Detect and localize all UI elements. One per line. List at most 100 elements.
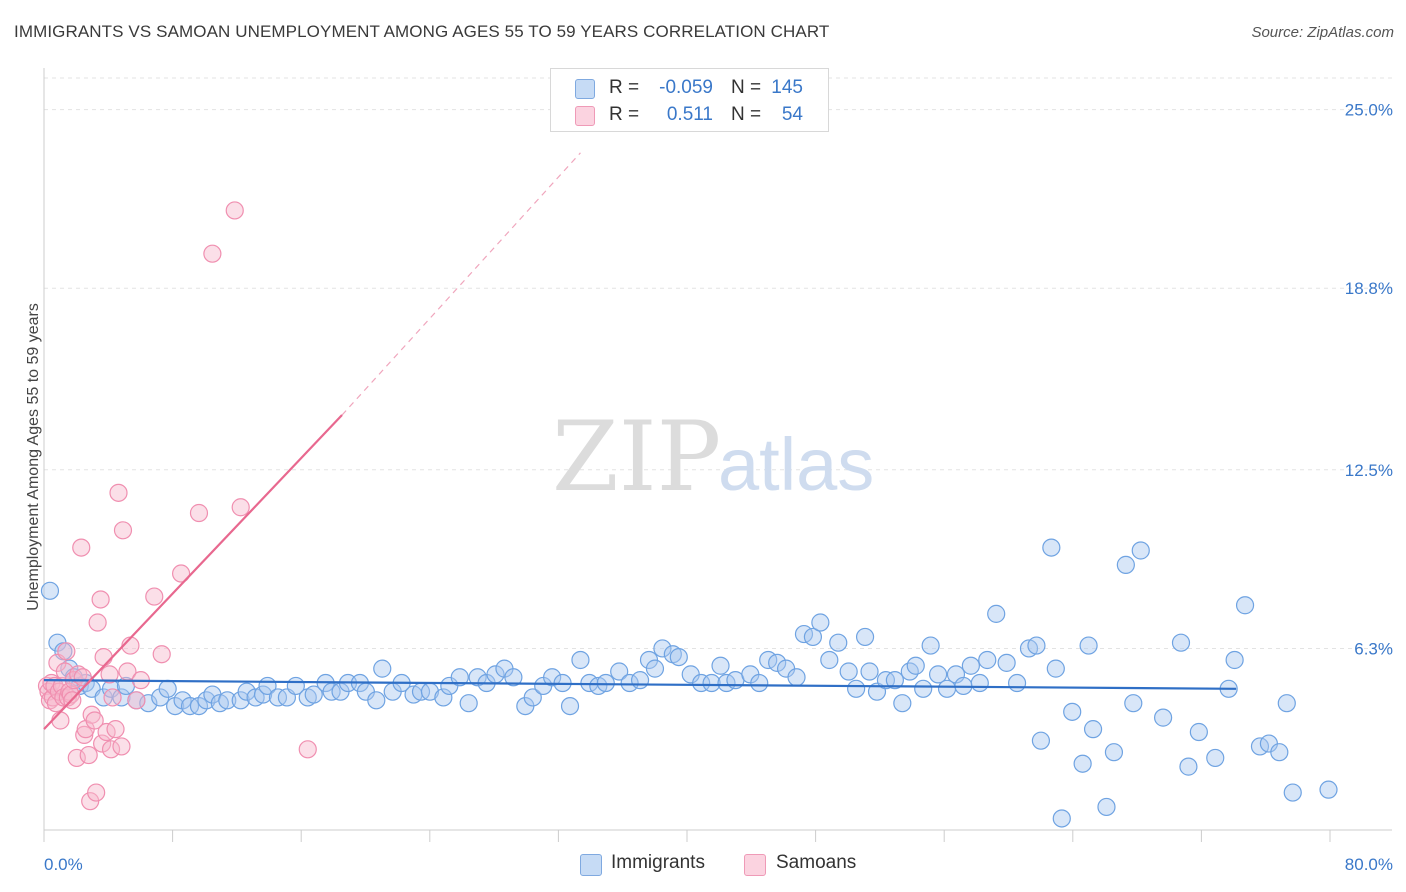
immigrants-point: [543, 668, 562, 687]
samoans-point: [109, 483, 128, 502]
immigrants-point: [1097, 797, 1116, 817]
immigrants-point: [711, 656, 730, 675]
trend-lines: [43, 152, 1237, 730]
immigrants-point: [997, 653, 1016, 672]
immigrants-point: [1073, 754, 1092, 773]
chart-title: IMMIGRANTS VS SAMOAN UNEMPLOYMENT AMONG …: [14, 22, 830, 41]
immigrants-point: [139, 694, 158, 713]
immigrants-point: [1154, 708, 1173, 727]
samoans-points: [37, 201, 317, 811]
immigrants-point: [1277, 694, 1296, 713]
samoans-trend-extension: [341, 152, 581, 416]
immigrants-point: [839, 662, 858, 681]
immigrants-point: [468, 668, 487, 687]
immigrants-point: [630, 671, 650, 690]
immigrants-point: [1206, 748, 1225, 768]
immigrants-point: [504, 668, 523, 687]
samoans-point: [91, 590, 110, 609]
y-tick-label: 6.3%: [1354, 639, 1393, 658]
series-legend: Immigrants Samoans: [0, 852, 1406, 878]
immigrants-point: [750, 673, 769, 693]
immigrants-point: [373, 659, 392, 678]
immigrants-point: [885, 671, 904, 690]
legend-swatch-pink: [575, 106, 595, 126]
immigrants-point: [1270, 743, 1289, 762]
immigrants-point: [1179, 757, 1198, 776]
legend-n-label: N =: [731, 104, 762, 125]
legend-n-value: 54: [781, 104, 803, 125]
immigrants-point: [1189, 722, 1208, 742]
immigrants-point: [860, 662, 879, 681]
samoans-point: [189, 503, 209, 523]
samoans-point: [51, 711, 70, 730]
samoans-point: [203, 244, 222, 263]
immigrants-trend-line: [43, 679, 1237, 690]
immigrants-point: [367, 691, 386, 710]
legend-r-value: 0.511: [666, 104, 713, 125]
immigrants-point: [645, 659, 665, 678]
immigrants-point: [811, 613, 830, 632]
immigrants-point: [1116, 555, 1135, 574]
x-tick-label: 80.0%: [1345, 855, 1393, 874]
immigrants-point: [304, 685, 323, 704]
legend-samoans-swatch: [744, 854, 766, 876]
samoans-point: [67, 748, 86, 768]
immigrants-point: [1042, 538, 1061, 557]
y-tick-label: 12.5%: [1345, 461, 1393, 480]
legend-row-samoans: R = 0.511 N = 54: [551, 102, 828, 128]
immigrants-point: [620, 673, 639, 693]
grid-lines: [44, 77, 1392, 649]
legend-samoans-label: Samoans: [776, 852, 857, 873]
samoans-point: [94, 647, 113, 667]
samoans-point: [231, 498, 250, 517]
immigrants-point: [1225, 650, 1244, 670]
immigrants-point: [1319, 780, 1338, 799]
immigrants-point: [978, 650, 997, 670]
immigrants-point: [1124, 694, 1143, 713]
legend-n-label: N =: [731, 77, 762, 98]
correlation-legend: R = -0.059 N = 145 R = 0.511 N = 54: [550, 68, 829, 132]
immigrants-point: [434, 688, 453, 707]
samoans-point: [101, 740, 121, 759]
immigrants-point: [855, 627, 875, 647]
immigrants-point: [1235, 596, 1255, 615]
legend-n-value: 145: [771, 77, 803, 98]
immigrants-point: [1063, 702, 1082, 721]
immigrants-point: [653, 639, 672, 658]
immigrants-point: [1027, 636, 1046, 655]
samoans-point: [112, 737, 131, 756]
axes: [43, 68, 1392, 842]
samoans-point: [79, 745, 98, 765]
immigrants-point: [1083, 720, 1103, 739]
immigrants-point: [987, 604, 1006, 623]
immigrants-point: [803, 627, 823, 647]
immigrants-point: [1031, 731, 1051, 750]
samoans-point: [85, 711, 104, 730]
legend-r-label: R =: [609, 77, 640, 98]
immigrants-point: [450, 668, 469, 687]
samoans-point: [100, 665, 119, 684]
immigrants-point: [669, 647, 688, 667]
immigrants-point: [1104, 743, 1124, 762]
samoans-point: [152, 645, 171, 664]
samoans-point: [103, 688, 122, 707]
legend-immigrants-label: Immigrants: [611, 852, 705, 873]
immigrants-point: [40, 581, 60, 600]
source-label: Source: ZipAtlas.com: [1251, 24, 1394, 41]
samoans-point: [171, 564, 191, 583]
immigrants-point: [702, 673, 721, 693]
immigrants-point: [1171, 633, 1191, 652]
y-tick-label: 18.8%: [1345, 279, 1393, 298]
immigrants-point: [961, 656, 980, 675]
y-tick-labels: 6.3% 12.5% 18.8% 25.0%: [1345, 101, 1393, 659]
immigrants-point: [1007, 673, 1027, 693]
immigrants-point: [906, 656, 925, 675]
samoans-point: [127, 691, 146, 710]
samoans-point: [87, 783, 106, 802]
immigrants-point: [692, 673, 711, 693]
y-axis-label: Unemployment Among Ages 55 to 59 years: [25, 303, 42, 611]
immigrants-point: [218, 691, 237, 710]
samoans-trend-line: [43, 414, 343, 730]
immigrants-point: [820, 650, 839, 670]
